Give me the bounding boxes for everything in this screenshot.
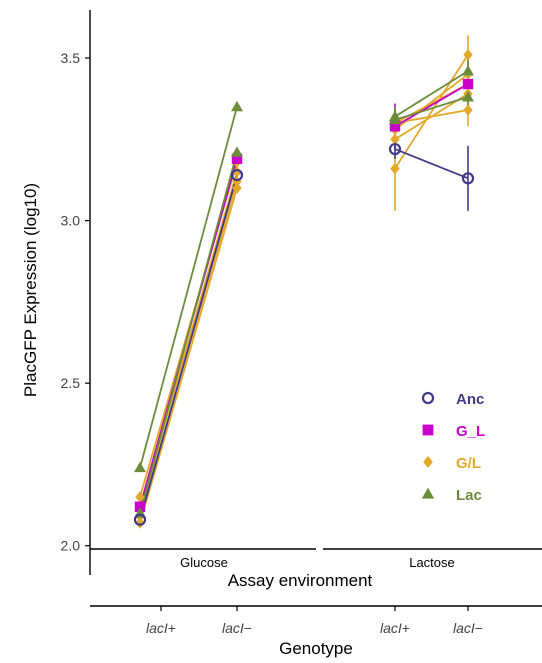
data-point-g-l bbox=[462, 78, 474, 90]
data-point-lac bbox=[231, 100, 243, 112]
genotype-tick-label: lacI+ bbox=[380, 620, 410, 636]
data-point-lac bbox=[389, 113, 401, 125]
data-point-g-l bbox=[390, 162, 400, 175]
data-point-g-l bbox=[135, 517, 145, 529]
series-line-lac bbox=[139, 106, 238, 468]
legend-label-g-l: G_L bbox=[456, 423, 485, 440]
data-point-lac bbox=[462, 91, 474, 102]
legend-key-lac bbox=[421, 487, 435, 499]
data-point-lac bbox=[462, 65, 474, 76]
series-line-g-l bbox=[394, 83, 469, 128]
facet-label-lactose: Lactose bbox=[409, 555, 455, 570]
series-line-lac bbox=[139, 152, 238, 514]
data-point-g-l bbox=[463, 104, 473, 116]
data-point-g-l bbox=[231, 153, 243, 165]
y-axis-title: PlacGFP Expression (log10) bbox=[21, 183, 40, 397]
series-lines bbox=[139, 54, 469, 524]
y-tick-label: 3.5 bbox=[61, 50, 81, 66]
genotype-tick-label: lacI− bbox=[453, 620, 483, 636]
legend-label-g-l: G/L bbox=[456, 455, 481, 472]
data-point-g-l bbox=[232, 166, 242, 178]
data-point-g-l bbox=[135, 491, 145, 503]
series-line-g-l bbox=[394, 54, 469, 170]
data-point-g-l bbox=[389, 121, 401, 132]
data-point-anc bbox=[230, 168, 244, 182]
data-point-lac bbox=[231, 146, 243, 157]
data-point-g-l bbox=[134, 501, 146, 512]
genotype-tick-label: lacI+ bbox=[146, 620, 176, 636]
series-line-anc bbox=[394, 148, 469, 180]
data-point-lac bbox=[134, 461, 146, 473]
series-line-anc bbox=[139, 174, 238, 520]
series-line-g-l bbox=[139, 187, 238, 524]
facet-label-glucose: Glucose bbox=[180, 555, 228, 570]
legend: Anc G_L G/L Lac bbox=[421, 391, 485, 504]
legend-label-lac: Lac bbox=[456, 487, 482, 504]
facet-axis-title: Assay environment bbox=[228, 571, 373, 590]
data-point-anc bbox=[461, 172, 475, 185]
series-line-lac bbox=[394, 70, 469, 118]
series-line-g-l bbox=[394, 109, 469, 124]
data-point-g-l bbox=[232, 182, 242, 194]
genotype-tick-label: lacI− bbox=[222, 620, 252, 636]
data-points bbox=[133, 49, 475, 529]
legend-label-anc: Anc bbox=[456, 391, 484, 408]
genotype-ticks: lacI+ lacI− lacI+ lacI− bbox=[146, 606, 483, 636]
y-tick-label: 3.0 bbox=[61, 213, 81, 229]
genotype-axis-title: Genotype bbox=[279, 639, 353, 658]
series-layer bbox=[133, 35, 475, 529]
data-point-g-l bbox=[390, 133, 400, 146]
y-ticks: 2.0 2.5 3.0 3.5 bbox=[61, 50, 90, 554]
legend-key-g-l bbox=[423, 456, 433, 468]
data-point-g-l bbox=[463, 49, 473, 61]
y-tick-label: 2.5 bbox=[61, 375, 81, 391]
data-point-anc bbox=[388, 142, 402, 156]
y-tick-label: 2.0 bbox=[61, 538, 81, 554]
legend-key-anc bbox=[421, 391, 435, 405]
series-line-lac bbox=[394, 96, 469, 121]
data-point-anc bbox=[133, 513, 147, 526]
error-bars bbox=[394, 35, 469, 211]
plot-area: 2.0 2.5 3.0 3.5 bbox=[61, 10, 542, 575]
legend-key-g-l bbox=[422, 424, 434, 436]
